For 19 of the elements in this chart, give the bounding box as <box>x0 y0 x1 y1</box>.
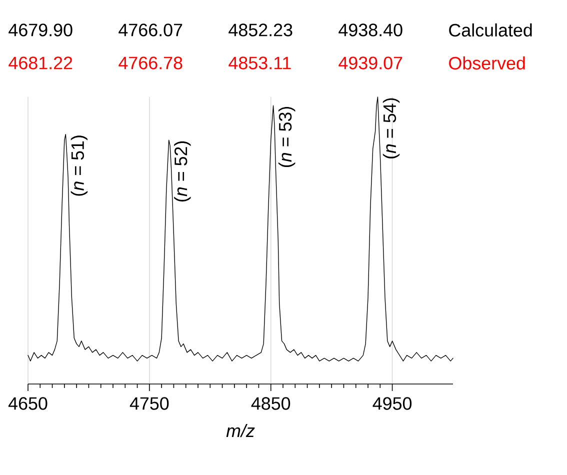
text: Calculated <box>449 23 532 37</box>
text: 4766.78 <box>118 56 182 70</box>
text: 4938.40 <box>338 24 402 36</box>
text: 4939.07 <box>338 56 402 70</box>
text: 4766.07 <box>118 24 182 36</box>
text: Observed <box>449 56 525 70</box>
annotation: (n = 54) <box>382 98 400 158</box>
text: 4681.22 <box>8 56 72 70</box>
annotation: (n = 53) <box>278 106 296 167</box>
text: 4852.23 <box>228 24 292 36</box>
x-tick-label: 4650 <box>8 397 48 410</box>
text: 4679.90 <box>8 24 72 36</box>
x-tick-label: 4950 <box>372 397 412 410</box>
annotation: (n = 52) <box>174 141 191 202</box>
x-tick-label: 4750 <box>130 397 169 410</box>
text: 4853.11 <box>228 56 291 70</box>
annotation: (n = 51) <box>70 136 88 196</box>
x-axis-title: m/z <box>226 424 255 438</box>
x-tick-label: 4850 <box>251 397 290 410</box>
